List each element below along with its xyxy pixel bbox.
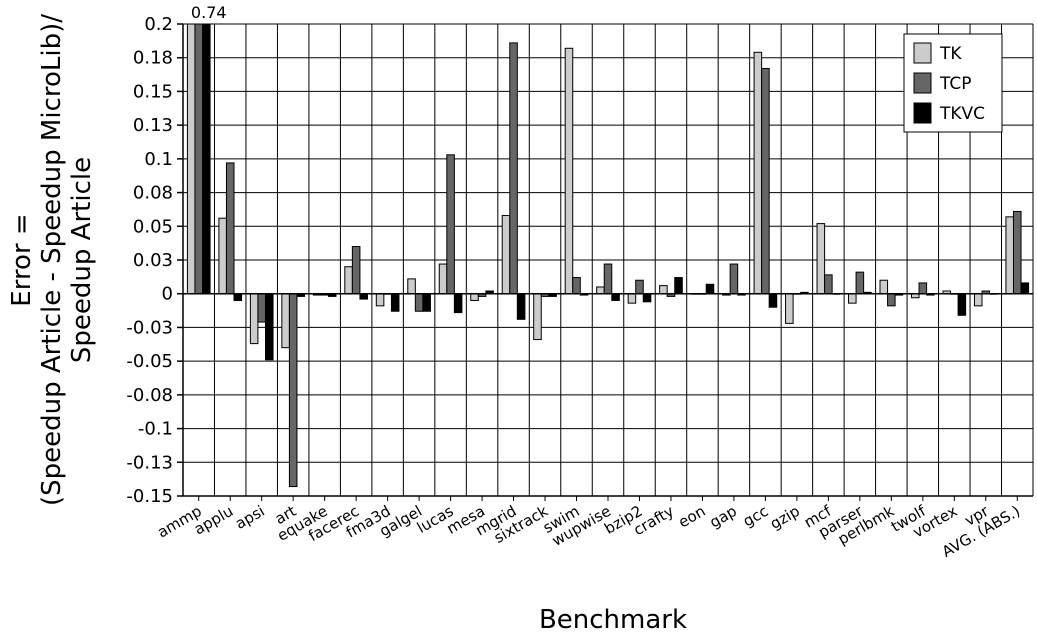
bar-tkvc-vortex: [957, 293, 967, 316]
bar-tk-applu: [218, 217, 227, 295]
bar-tkvc-galgel: [422, 293, 431, 312]
legend-label-tk: TK: [939, 44, 962, 64]
y-axis-title: Error = (Speedup Article - Speedup MicroL…: [7, 14, 97, 506]
bar-tkvc-fma3d: [390, 293, 400, 312]
y-tick-label-9: -0.03: [126, 317, 173, 338]
legend-label-tcp: TCP: [939, 74, 972, 94]
bar-tk-mgrid: [501, 214, 511, 295]
x-axis-title: Benchmark: [539, 605, 687, 635]
bar-tcp-facerec: [351, 246, 361, 295]
y-tick-label-1: 0.18: [133, 48, 173, 69]
bars-group: [186, 23, 1030, 488]
bar-tcp-swim: [572, 277, 581, 295]
y-tick-label-4: 0.1: [144, 149, 173, 170]
y-tick-label-6: 0.05: [133, 216, 173, 237]
bar-tkvc-crafty: [674, 277, 683, 295]
bar-tk-facerec: [344, 266, 353, 295]
y-tick-label-7: 0.03: [133, 250, 173, 271]
bar-tk-ammp: [186, 23, 196, 295]
bar-tk-gzip: [785, 293, 794, 324]
bar-tk-swim: [564, 47, 574, 295]
bar-tk-bzip2: [627, 293, 637, 304]
bar-tcp-mcf: [824, 274, 833, 295]
bar-tk-avg-abs-: [1005, 216, 1014, 295]
bar-tkvc-eon: [705, 283, 715, 295]
bar-tk-fma3d: [375, 293, 385, 307]
bar-tkvc-bzip2: [642, 293, 652, 303]
legend-swatch-tkvc: [913, 102, 932, 124]
legend: TK TCP TKVC: [903, 33, 1003, 133]
bar-tkvc-ammp: [202, 23, 211, 295]
bar-tcp-mgrid: [509, 42, 518, 295]
bar-tcp-applu: [225, 162, 235, 295]
y-axis-title-line-0: Error =: [7, 213, 37, 306]
bar-tk-sixtrack: [533, 293, 542, 341]
bar-tk-lucas: [438, 263, 448, 295]
y-tick-label-5: 0.08: [133, 183, 173, 204]
bar-tkvc-applu: [233, 293, 243, 301]
y-axis-title-line-1: (Speedup Article - Speedup MicroLib)/: [37, 14, 67, 506]
bar-tk-galgel: [407, 278, 416, 295]
x-tick-label-18: gcc: [740, 502, 772, 531]
bar-tcp-galgel: [414, 293, 424, 312]
y-tick-label-3: 0.13: [133, 115, 173, 136]
bar-tk-parser: [848, 293, 857, 304]
bar-tk-gcc: [753, 51, 763, 295]
bar-tk-perlbmk: [879, 279, 889, 295]
y-tick-label-13: -0.13: [126, 452, 173, 473]
y-axis-title-line-2: Speedup Article: [67, 157, 97, 363]
bar-tcp-ammp: [194, 23, 204, 295]
bar-tcp-parser: [855, 271, 865, 295]
bar-tcp-apsi: [257, 293, 266, 323]
x-tick-label-16: eon: [675, 502, 708, 532]
y-tick-label-14: -0.15: [126, 486, 173, 507]
x-tick-label-19: gzip: [767, 502, 803, 533]
y-tick-label-11: -0.08: [126, 385, 173, 406]
y-tick-label-10: -0.05: [126, 351, 173, 372]
bar-tk-crafty: [659, 285, 668, 295]
bar-tkvc-wupwise: [611, 293, 620, 301]
bar-tkvc-lucas: [453, 293, 463, 314]
x-tick-label-2: apsi: [232, 502, 268, 533]
y-tick-label-12: -0.1: [138, 419, 173, 440]
bar-tk-mesa: [470, 293, 479, 301]
bar-tcp-lucas: [446, 154, 455, 295]
bar-tk-art: [281, 293, 290, 349]
bar-tk-vpr: [973, 293, 983, 307]
y-tick-labels: 0.2 0.18 0.15 0.13 0.1 0.08 0.05 0.03 0 -0.03 -0.0…: [126, 14, 173, 507]
bar-tcp-twolf: [918, 282, 928, 295]
bar-tcp-bzip2: [635, 279, 644, 295]
bar-tcp-wupwise: [603, 263, 613, 295]
bar-tkvc-facerec: [359, 293, 368, 300]
y-tick-label-0: 0.2: [144, 14, 173, 35]
bar-tkvc-mgrid: [516, 293, 526, 320]
axes: [177, 23, 1033, 501]
y-tick-label-2: 0.15: [133, 81, 173, 102]
grid-lines: [182, 23, 1034, 497]
bar-tk-apsi: [249, 293, 259, 345]
legend-swatch-tk: [913, 42, 932, 64]
y-tick-label-8: 0: [162, 284, 173, 305]
bar-tcp-art: [288, 293, 298, 488]
bar-tkvc-apsi: [264, 293, 274, 361]
annotations: 0.74: [191, 3, 227, 22]
bar-tkvc-avg-abs-: [1020, 282, 1030, 295]
bar-tcp-gcc: [761, 68, 770, 295]
x-tick-label-17: gap: [706, 502, 739, 532]
bar-tcp-gap: [729, 263, 739, 295]
bar-tcp-avg-abs-: [1012, 210, 1022, 295]
legend-label-tkvc: TKVC: [939, 104, 985, 124]
bar-tk-wupwise: [596, 286, 605, 295]
legend-swatch-tcp: [913, 72, 932, 94]
bar-tk-mcf: [816, 223, 826, 295]
annotation-0: 0.74: [191, 3, 227, 22]
bar-tcp-perlbmk: [887, 293, 896, 307]
bar-tkvc-gcc: [768, 293, 778, 308]
